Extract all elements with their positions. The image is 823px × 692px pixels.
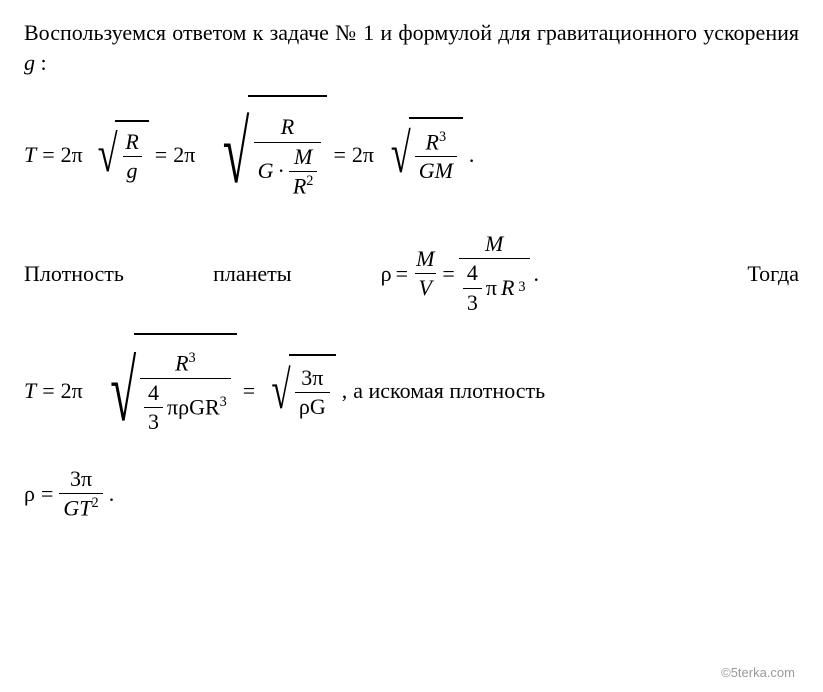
radical-icon: √ — [110, 333, 136, 449]
eq3-period: . — [109, 479, 115, 509]
eq1-sqrt3: √ R3 GM — [380, 117, 463, 193]
eq1-2pi-1: 2π — [61, 140, 83, 170]
eq1-R2: R — [293, 173, 306, 198]
eq1-g: g — [123, 156, 142, 183]
eq3-eq: = — [41, 479, 53, 509]
eq1-sqrt2: √ R G · M R2 — [201, 95, 327, 214]
density-label1: Плотность — [24, 259, 124, 289]
eq1-2pi-2: 2π — [173, 140, 195, 170]
radical-icon: √ — [272, 354, 291, 427]
eq1-R3: R — [426, 129, 439, 154]
eq1-G: G — [258, 159, 274, 183]
density-three: 3 — [463, 288, 482, 315]
radical-icon: √ — [97, 120, 117, 190]
equation-2: T = 2π √ R3 4 3 πρGR3 — [24, 333, 799, 449]
eq2-rhoG: ρG — [299, 394, 326, 419]
eq2-comma: , — [342, 376, 348, 406]
eq1-R: R — [121, 130, 142, 156]
density-line: Плотность планеты ρ = M V = M 4 3 πR3 . — [24, 232, 799, 315]
eq2-2pi: 2π — [61, 376, 83, 406]
eq2-tail: а искомая плотность — [353, 376, 545, 406]
eq2-R3top: R — [175, 351, 188, 376]
density-eq1: = — [396, 259, 408, 289]
eq2-T: T — [24, 376, 36, 406]
eq2-sup3-2: 3 — [220, 394, 227, 410]
eq1-eq1: = — [42, 140, 54, 170]
density-eq2: = — [442, 259, 454, 289]
intro-var: g — [24, 50, 35, 75]
radical-icon: √ — [391, 117, 411, 193]
eq1-T: T — [24, 140, 36, 170]
density-label2: планеты — [213, 259, 291, 289]
equation-3: ρ = 3π GT2 . — [24, 467, 799, 521]
eq2-3pi: 3π — [297, 366, 327, 392]
eq1-period: . — [469, 140, 475, 170]
density-R3: R — [501, 276, 514, 300]
eq2-pirhoGR3: πρGR — [167, 395, 220, 420]
density-period: . — [534, 259, 540, 289]
eq3-rho: ρ — [24, 479, 35, 509]
density-sup3: 3 — [518, 280, 525, 296]
density-pi: π — [486, 276, 497, 300]
density-M1: M — [412, 247, 438, 273]
eq3-GT2: GT — [63, 495, 91, 520]
density-then: Тогда — [747, 259, 799, 289]
eq2-sup3-1: 3 — [189, 350, 196, 366]
eq2-eq2: = — [243, 376, 255, 406]
eq3-sup2: 2 — [92, 495, 99, 511]
density-expr: ρ = M V = M 4 3 πR3 . — [381, 232, 539, 315]
eq3-3pi: 3π — [66, 467, 96, 493]
density-four: 4 — [463, 261, 482, 287]
eq1-sqrt1: √ R g — [89, 120, 149, 190]
eq2-sqrt2: √ 3π ρG — [261, 354, 336, 427]
intro-text: Воспользуемся ответом к задаче № 1 и фор… — [24, 20, 799, 45]
eq1-dot: · — [278, 159, 285, 183]
eq2-four: 4 — [144, 381, 163, 407]
watermark: ©5terka.com — [721, 664, 795, 682]
eq1-2pi-3: 2π — [352, 140, 374, 170]
intro-colon: : — [41, 50, 47, 75]
density-M2: M — [481, 232, 507, 258]
eq1-M: M — [290, 145, 316, 171]
eq1-eq3: = — [333, 140, 345, 170]
intro-paragraph: Воспользуемся ответом к задаче № 1 и фор… — [24, 18, 799, 77]
eq2-sqrt1: √ R3 4 3 πρGR3 — [89, 333, 237, 449]
eq2-eq1: = — [42, 376, 54, 406]
rho: ρ — [381, 259, 392, 289]
eq1-sup3: 3 — [439, 129, 446, 145]
density-V: V — [415, 273, 436, 300]
eq2-three: 3 — [144, 407, 163, 434]
eq1-GM: GM — [415, 156, 457, 183]
eq1-R-2: R — [277, 115, 298, 141]
equation-1: T = 2π √ R g = 2π √ R G · M — [24, 95, 799, 214]
radical-icon: √ — [223, 95, 250, 214]
eq1-sup2: 2 — [306, 173, 313, 189]
eq1-eq2: = — [155, 140, 167, 170]
